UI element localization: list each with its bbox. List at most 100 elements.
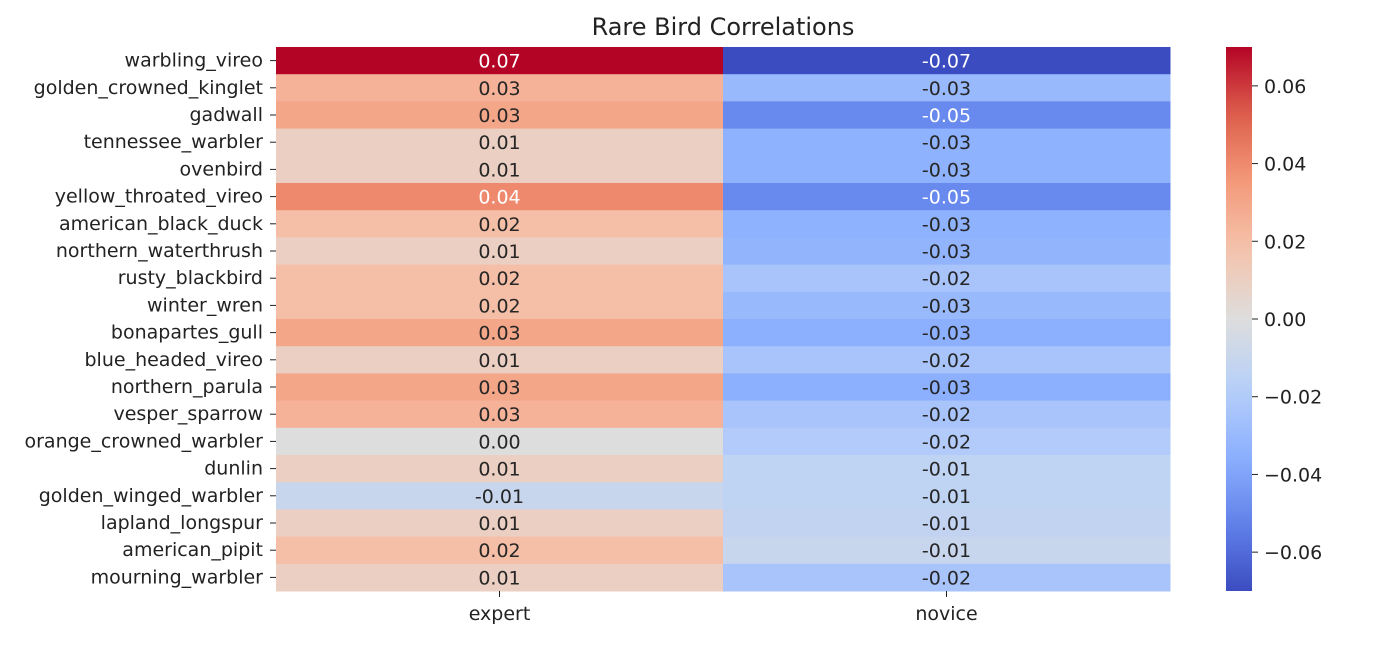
cell-value-label: 0.00: [478, 431, 520, 453]
heatmap-cell: [276, 536, 724, 565]
heatmap-cell: [723, 563, 1171, 592]
heatmap-cell: [723, 373, 1171, 402]
cell-value-label: 0.01: [478, 567, 520, 589]
row-label: yellow_throated_vireo: [55, 186, 263, 208]
row-labels: warbling_vireo golden_crowned_kingletgadw…: [24, 50, 276, 588]
heatmap-cell: [723, 509, 1171, 538]
row-label: bonapartes_gull: [111, 322, 263, 344]
row-label: lapland_longspur: [101, 512, 264, 534]
cell-value-label: -0.05: [922, 105, 971, 127]
cell-value-label: -0.02: [922, 567, 971, 589]
cell-value-label: -0.01: [922, 486, 971, 508]
row-label: american_black_duck: [59, 213, 263, 235]
heatmap-cell: [276, 128, 724, 157]
cell-value-label: -0.03: [922, 214, 971, 236]
cell-value-label: -0.07: [922, 51, 971, 73]
heatmap-cell: [723, 291, 1171, 320]
heatmap-cell: [723, 74, 1171, 102]
heatmap-cell: [276, 183, 724, 211]
colorbar-gradient: [1226, 47, 1252, 591]
cell-value-label: -0.03: [922, 323, 971, 345]
column-label: expert: [469, 603, 531, 625]
heatmap-cell: [723, 455, 1171, 483]
colorbar-tick-label: 0.04: [1264, 154, 1306, 176]
cell-value-label: -0.02: [922, 404, 971, 426]
heatmap-cell: [723, 346, 1171, 374]
heatmap-cell: [276, 563, 724, 592]
cell-value-label: 0.01: [478, 459, 520, 481]
cell-value-label: 0.03: [478, 105, 520, 127]
row-label: golden_winged_warbler: [39, 485, 263, 507]
row-label: vesper_sparrow: [113, 403, 263, 425]
row-label: gadwall: [189, 104, 263, 126]
heatmap-cell: [723, 101, 1171, 130]
cell-value-label: -0.03: [922, 295, 971, 317]
heatmap-cell: [723, 47, 1171, 75]
heatmap-cell: [723, 264, 1171, 293]
cell-value-label: 0.01: [478, 159, 520, 181]
cell-value-label: -0.01: [922, 459, 971, 481]
row-label: golden_crowned_kinglet: [34, 77, 263, 99]
column-label: novice: [915, 603, 977, 625]
cell-value-label: -0.01: [922, 540, 971, 562]
heatmap-cell: [276, 155, 724, 184]
cell-value-label: 0.02: [478, 295, 520, 317]
heatmap-cell: [723, 128, 1171, 157]
colorbar-tick-label: 0.02: [1264, 231, 1306, 253]
heatmap-cell: [723, 427, 1171, 456]
heatmap-cell: [723, 482, 1171, 510]
row-label: dunlin: [204, 458, 263, 480]
cell-value-label: -0.03: [922, 377, 971, 399]
heatmap-cell: [723, 237, 1171, 266]
heatmap-cell: [276, 455, 724, 483]
cell-value-label: 0.01: [478, 350, 520, 372]
cell-value-label: 0.02: [478, 268, 520, 290]
row-label: northern_waterthrush: [56, 240, 263, 262]
colorbar-tick-label: 0.06: [1264, 76, 1306, 98]
cell-value-label: -0.03: [922, 159, 971, 181]
heatmap-cell: [723, 155, 1171, 184]
colorbar-tick-label: 0.00: [1264, 309, 1306, 331]
row-label: winter_wren: [147, 294, 263, 316]
heatmap-cell: [276, 237, 724, 266]
colorbar-tick-label: −0.02: [1264, 387, 1322, 409]
cell-value-label: -0.02: [922, 431, 971, 453]
cell-value-label: -0.05: [922, 187, 971, 209]
heatmap-cell: [276, 319, 724, 347]
cell-value-label: 0.04: [478, 187, 520, 209]
colorbar-tick-label: −0.04: [1264, 464, 1322, 486]
cell-value-label: 0.07: [478, 51, 520, 73]
cell-value-label: 0.03: [478, 323, 520, 345]
heatmap-cell: [276, 101, 724, 130]
heatmap-cell: [276, 74, 724, 102]
cell-value-label: -0.01: [475, 486, 524, 508]
cell-value-label: 0.02: [478, 540, 520, 562]
cell-value-label: -0.02: [922, 268, 971, 290]
row-label: rusty_blackbird: [118, 267, 263, 289]
cell-value-label: 0.01: [478, 241, 520, 263]
row-label: mourning_warbler: [91, 566, 264, 588]
cell-value-labels: 0.07 -0.07 0.03 -0.03 0.03 -0.05 0.01 -0.03 0.01…: [475, 51, 971, 590]
heatmap-cell: [276, 427, 724, 456]
heatmap-cell: [723, 319, 1171, 347]
colorbar-tick-label: −0.06: [1264, 542, 1322, 564]
heatmap-cell: [723, 400, 1171, 429]
heatmap-cell: [276, 47, 724, 75]
heatmap-cell: [723, 536, 1171, 565]
heatmap-cell: [276, 509, 724, 538]
row-label: blue_headed_vireo: [85, 349, 264, 371]
cell-value-label: 0.03: [478, 78, 520, 100]
cell-value-label: 0.02: [478, 214, 520, 236]
colorbar: 0.06 0.04 0.02 0.00 −0.02 −0.04 −0.06: [1226, 47, 1322, 591]
heatmap-cell: [276, 264, 724, 293]
column-labels: expert novice: [469, 591, 978, 625]
row-label: orange_crowned_warbler: [24, 430, 263, 452]
cell-value-label: 0.01: [478, 513, 520, 535]
cell-value-label: 0.03: [478, 377, 520, 399]
cell-value-label: 0.03: [478, 404, 520, 426]
cell-value-label: -0.03: [922, 241, 971, 263]
cell-value-label: -0.02: [922, 350, 971, 372]
cell-value-label: -0.01: [922, 513, 971, 535]
row-label: tennessee_warbler: [84, 131, 264, 153]
